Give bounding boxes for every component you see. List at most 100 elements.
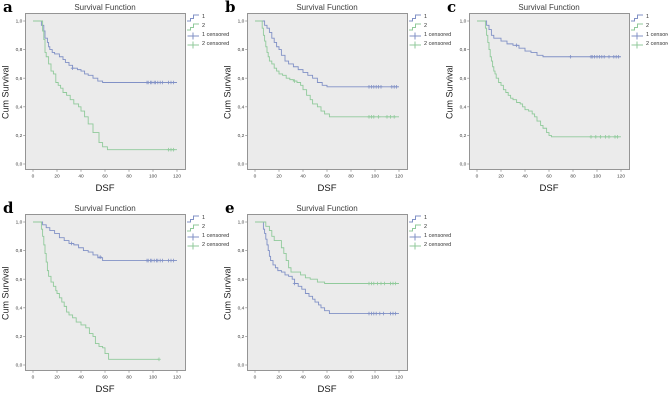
panel-letter: c [447,0,457,16]
survival-curve-1 [477,20,621,58]
legend-label: 1 [202,214,206,221]
legend: 1 2 1 censored 2 censored [409,13,451,49]
y-tick-label: 1,0 [238,220,245,226]
x-axis-label: DSF [317,384,337,395]
censor-mark [393,281,398,286]
legend-step-line-icon [409,14,421,21]
y-tick-label: 1,0 [16,19,23,25]
survival-curve-2 [33,221,159,360]
x-tick-label: 40 [300,375,306,381]
plot-background [469,13,630,170]
legend-label: 1 [646,13,650,20]
legend-censor-plus-icon [409,32,421,39]
legend-item-group1-censored: 1 censored [409,232,451,241]
legend-item-group1: 1 [409,13,451,22]
x-tick-label: 20 [276,375,282,381]
y-tick-label: 0,6 [16,277,23,283]
y-tick-label: 0,4 [16,104,23,110]
legend-item-group1-censored: 1 censored [187,31,229,40]
legend-item-group2-censored: 2 censored [409,40,451,49]
chart-title: Survival Function [296,3,358,12]
legend-step-line-icon [187,215,199,222]
censor-mark [607,54,611,59]
y-tick-label: 0,0 [16,363,23,369]
censor-mark [69,241,74,246]
legend-label: 2 [202,223,206,230]
x-tick-label: 0 [254,375,257,381]
y-tick-label: 0,0 [460,162,467,168]
survival-curve-2 [33,20,177,151]
censor-mark [378,311,382,316]
x-tick-label: 20 [498,174,504,180]
censor-mark [98,255,102,259]
legend-step-line-icon [409,23,421,30]
survival-curve-1 [33,20,177,83]
figure-row-2: d Survival Function Cum Survival 0 20 40 60… [0,199,668,402]
plot-area: 0 20 40 60 80 100 120 0,0 0,2 0,4 0,6 0,8 1,0 [238,214,408,381]
survival-curve-1 [255,221,399,314]
x-tick-label: 40 [78,375,84,381]
panel-e: e Survival Function Cum Survival 0 20 40 60… [222,199,452,402]
legend-item-group1-censored: 1 censored [187,232,229,241]
panel-letter: e [225,199,235,217]
panel-b: b Survival Function Cum Survival 0 20 40 60… [222,0,452,201]
legend: 1 2 1 censored 2 censored [409,214,451,250]
y-tick-label: 0,2 [238,334,245,340]
legend: 1 2 1 censored 2 censored [631,13,668,49]
x-tick-label: 20 [276,174,282,180]
legend-censor-plus-icon [409,233,421,240]
censor-mark [375,281,380,286]
censor-mark [160,258,165,263]
x-tick-label: 0 [254,174,257,180]
x-tick-label: 80 [348,375,354,381]
legend-label: 2 [646,22,650,29]
x-tick-label: 100 [371,174,379,180]
legend-step-line-icon [631,23,643,30]
y-tick-label: 0,8 [16,47,23,53]
legend-step-line-icon [631,14,643,21]
y-tick-label: 0,2 [16,133,23,139]
x-tick-label: 60 [546,174,552,180]
x-axis-label: DSF [95,384,115,395]
plot-background [25,214,186,371]
survival-curve-2 [255,20,399,118]
legend: 1 2 1 censored 2 censored [187,13,229,49]
x-tick-label: 100 [593,174,601,180]
legend-censor-plus-icon [187,32,199,39]
legend-item-group1-censored: 1 censored [409,31,451,40]
survival-curve-2 [255,221,399,284]
censor-mark [589,135,593,139]
y-tick-label: 0,6 [460,76,467,82]
legend-label: 1 censored [202,31,230,38]
legend-censor-plus-icon [187,233,199,240]
censor-mark [594,135,598,139]
y-tick-label: 0,0 [16,162,23,168]
censor-mark [615,135,620,139]
censor-mark [379,281,383,286]
censor-mark [171,258,176,263]
chart-title: Survival Function [296,204,358,213]
x-tick-label: 40 [522,174,528,180]
legend-item-group2: 2 [187,22,229,31]
censor-mark [372,281,376,286]
legend-step-line-icon [409,224,421,231]
x-tick-label: 80 [126,375,132,381]
x-tick-label: 120 [173,375,181,381]
y-tick-label: 1,0 [16,220,23,226]
x-tick-label: 100 [149,375,157,381]
survival-curve-2 [477,20,621,138]
plot-area: 0 20 40 60 80 100 120 0,0 0,2 0,4 0,6 0,8 1,0 [460,13,630,180]
censor-mark [607,135,611,139]
legend-label: 1 censored [424,31,452,38]
censor-mark [568,54,573,59]
legend-label: 2 [202,22,206,29]
x-tick-label: 60 [102,375,108,381]
legend-item-group1: 1 [187,13,229,22]
x-tick-label: 60 [324,174,330,180]
x-axis-label: DSF [95,183,115,194]
censor-mark [292,281,297,286]
x-axis-label: DSF [317,183,337,194]
legend-item-group2-censored: 2 censored [409,241,451,250]
panel-letter: d [3,199,14,217]
x-tick-label: 60 [324,375,330,381]
